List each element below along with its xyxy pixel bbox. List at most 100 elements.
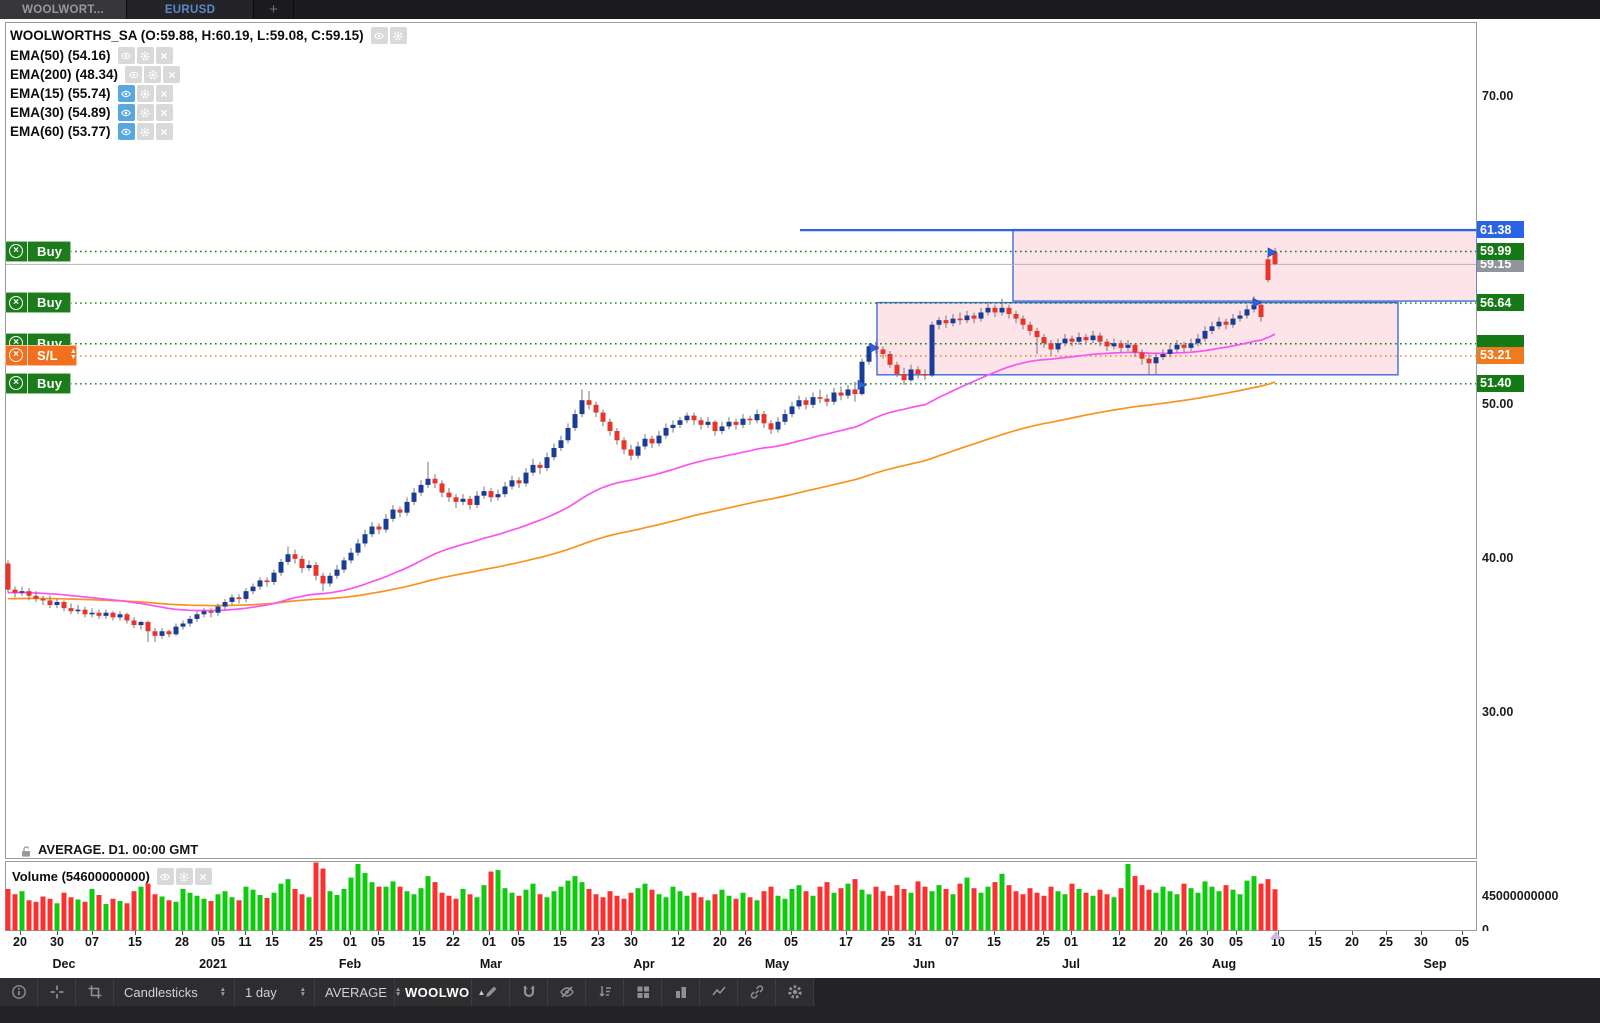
price-axis[interactable]: 70.00 50.00 40.00 30.00 61.38 59.15 59.99 53.21… (1477, 0, 1600, 1023)
volume-bar (922, 886, 928, 931)
volume-bar (761, 891, 767, 931)
close-icon[interactable] (155, 123, 173, 140)
pencil-icon[interactable] (472, 978, 510, 1006)
line-chart-icon[interactable] (700, 978, 738, 1006)
info-icon[interactable] (0, 978, 38, 1006)
date-tick-label: 07 (945, 935, 959, 949)
date-tick-label: 22 (446, 935, 460, 949)
close-icon[interactable] (163, 66, 181, 83)
settings-icon[interactable] (175, 868, 193, 885)
close-icon[interactable] (194, 868, 212, 885)
grid-icon[interactable] (624, 978, 662, 1006)
breakout-box[interactable] (876, 301, 1399, 376)
candle (894, 364, 900, 375)
settings-icon[interactable] (136, 104, 154, 121)
new-tab-button[interactable]: + (254, 0, 294, 19)
candle (901, 374, 907, 381)
unlock-icon[interactable] (20, 845, 33, 863)
buy-order-button[interactable]: × Buy (5, 372, 72, 394)
crosshair-icon[interactable] (38, 978, 76, 1006)
date-tick-label: 15 (553, 935, 567, 949)
gear-icon[interactable] (776, 978, 814, 1006)
link-icon[interactable] (738, 978, 776, 1006)
buy-order-button[interactable]: × Buy (5, 240, 72, 262)
month-label: Feb (338, 957, 362, 971)
candle (684, 415, 690, 421)
candle (1076, 337, 1082, 342)
data-source-dropdown[interactable]: AVERAGE ▲ ▼ (315, 978, 401, 1006)
volume-bar (33, 901, 39, 931)
tick-mark (518, 931, 519, 935)
cancel-order-icon[interactable]: × (5, 292, 28, 314)
tab-eurusd[interactable]: EURUSD (127, 0, 254, 19)
visibility-icon[interactable] (370, 27, 388, 44)
candle (754, 414, 760, 421)
symbol-dropdown[interactable]: WOOLWO ▲ (395, 978, 485, 1006)
visibility-icon[interactable] (117, 47, 135, 64)
date-tick-label: 15 (987, 935, 1001, 949)
candle (124, 614, 130, 621)
tick-mark (1315, 931, 1316, 935)
volume-bar (1055, 891, 1061, 931)
time-axis[interactable]: 20 30 07 15 28 05 11 15 25 01 05 15 22 01 05 15 23 30 12 20… (0, 931, 1600, 978)
timeframe-dropdown[interactable]: 1 day ▲ ▼ (235, 978, 315, 1006)
visibility-icon[interactable] (117, 104, 135, 121)
close-icon[interactable] (155, 85, 173, 102)
volume-pane[interactable] (5, 861, 1477, 931)
magnet-icon[interactable] (510, 978, 548, 1006)
order-label: Buy (37, 243, 63, 259)
cancel-order-icon[interactable]: × (5, 240, 28, 262)
tick-mark (350, 931, 351, 935)
candle (922, 374, 928, 376)
visibility-icon[interactable] (117, 123, 135, 140)
adjust-arrows-icon[interactable]: ▲ ▼ (69, 348, 77, 362)
volume-bar (1258, 883, 1264, 931)
volume-bar (509, 892, 515, 931)
price-chart[interactable] (5, 22, 1477, 859)
chart-panels-icon[interactable] (662, 978, 700, 1006)
cancel-order-icon[interactable]: × (5, 344, 28, 366)
indicator-label: EMA(30) (54.89) (10, 105, 111, 120)
tick-mark (888, 931, 889, 935)
volume-bar (418, 888, 424, 931)
tick-mark (631, 931, 632, 935)
visibility-icon[interactable] (117, 85, 135, 102)
visibility-icon[interactable] (125, 66, 143, 83)
candle (320, 575, 326, 584)
close-icon[interactable] (155, 104, 173, 121)
volume-bar (733, 898, 739, 931)
settings-icon[interactable] (389, 27, 407, 44)
buy-order-button[interactable]: × Buy (5, 292, 72, 314)
visibility-icon[interactable] (156, 868, 174, 885)
volume-bar (1083, 892, 1089, 931)
settings-icon[interactable] (144, 66, 162, 83)
tick-mark (1043, 931, 1044, 935)
tick-mark (720, 931, 721, 935)
stop-loss-button[interactable]: × S/L ▲ ▼ (5, 344, 77, 366)
chart-mode-note: AVERAGE. D1. 00:00 GMT (38, 842, 199, 857)
settings-icon[interactable] (136, 123, 154, 140)
eye-off-icon[interactable] (548, 978, 586, 1006)
chart-type-dropdown[interactable]: Candlesticks ▲ ▼ (114, 978, 235, 1006)
breakout-box[interactable] (1012, 228, 1477, 302)
close-icon[interactable] (155, 47, 173, 64)
crop-icon[interactable] (76, 978, 114, 1006)
indicator-label: EMA(60) (53.77) (10, 124, 111, 139)
candle (1195, 338, 1201, 344)
volume-bar (908, 892, 914, 931)
settings-icon[interactable] (136, 47, 154, 64)
trade-marker-icon (1252, 297, 1263, 308)
cancel-order-icon[interactable]: × (5, 372, 28, 394)
date-tick-label: 12 (1112, 935, 1126, 949)
sort-descending-icon[interactable] (586, 978, 624, 1006)
volume-bar (740, 892, 746, 931)
tab-woolworths[interactable]: WOOLWORT... (0, 0, 127, 19)
settings-icon[interactable] (136, 85, 154, 102)
legend-symbol-ohlc: WOOLWORTHS_SA (O:59.88, H:60.19, L:59.08… (10, 28, 364, 43)
month-label: Aug (1211, 957, 1237, 971)
volume-bar (397, 886, 403, 931)
volume-bar (901, 888, 907, 931)
candle (285, 554, 291, 562)
candle (600, 412, 606, 422)
date-tick-label: 05 (1229, 935, 1243, 949)
